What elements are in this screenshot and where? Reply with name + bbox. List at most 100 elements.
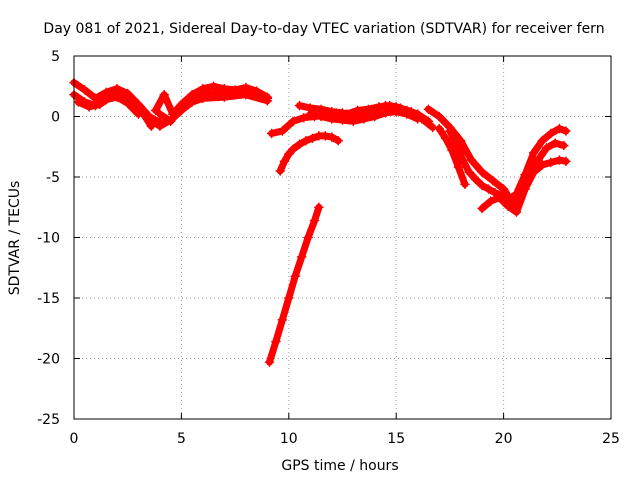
- data-point-marker: [440, 133, 451, 144]
- series-arc-9: [305, 106, 423, 127]
- data-point-marker: [546, 128, 556, 139]
- series-arc-14: [434, 123, 470, 190]
- data-point-marker: [165, 116, 176, 127]
- data-point-marker: [460, 179, 470, 190]
- y-tick-label: -25: [37, 412, 60, 428]
- data-point-marker: [262, 93, 273, 104]
- data-point-marker: [176, 102, 187, 112]
- x-tick-label: 20: [495, 431, 513, 447]
- data-point-marker: [277, 126, 288, 136]
- x-tick-label: 10: [280, 431, 298, 447]
- data-point-marker: [528, 148, 539, 158]
- y-tick-labels: 5 0 -5 -10 -15 -20 -25: [37, 49, 60, 428]
- data-point-marker: [301, 135, 311, 146]
- data-point-marker: [326, 114, 337, 124]
- data-point-marker: [303, 232, 313, 243]
- data-point-marker: [434, 123, 444, 134]
- data-point-marker: [337, 115, 348, 125]
- x-tick-label: 25: [602, 431, 620, 447]
- data-point-marker: [284, 149, 294, 159]
- data-point-marker: [402, 109, 412, 119]
- data-point-marker: [391, 106, 401, 117]
- data-point-marker: [457, 155, 468, 165]
- data-point-marker: [485, 196, 496, 206]
- data-point-marker: [561, 126, 571, 136]
- data-point-marker: [155, 121, 165, 131]
- data-point-marker: [477, 180, 487, 191]
- data-point-marker: [528, 167, 539, 177]
- data-point-marker: [488, 175, 498, 186]
- data-point-marker: [309, 215, 320, 226]
- data-point-marker: [326, 132, 337, 142]
- x-axis-label: GPS time / hours: [281, 458, 398, 474]
- data-point-marker: [466, 155, 477, 165]
- data-point-marker: [79, 85, 90, 95]
- data-point-marker: [279, 156, 290, 167]
- data-point-marker: [320, 131, 331, 141]
- data-point-marker: [198, 89, 208, 100]
- data-point-marker: [447, 145, 457, 156]
- y-tick-label: 5: [51, 49, 60, 65]
- data-point-marker: [537, 135, 548, 146]
- data-point-marker: [494, 192, 505, 203]
- data-point-marker: [208, 81, 219, 92]
- data-point-marker: [561, 156, 571, 167]
- data-point-marker: [503, 201, 513, 211]
- series-arc-6: [155, 87, 273, 127]
- data-point-marker: [558, 140, 569, 151]
- data-point-marker: [94, 99, 105, 110]
- data-point-marker: [369, 111, 380, 122]
- data-point-marker: [464, 167, 475, 177]
- data-point-marker: [451, 139, 462, 150]
- data-point-marker: [264, 357, 275, 367]
- axis-ticks: [73, 55, 612, 420]
- data-point-marker: [533, 155, 543, 165]
- series-arc-12: [423, 104, 571, 204]
- data-point-marker: [470, 174, 481, 185]
- data-point-marker: [155, 109, 165, 119]
- series-arc-15: [477, 155, 571, 217]
- x-tick-labels: 0 5 10 15 20 25: [70, 431, 620, 447]
- data-point-marker: [434, 111, 444, 122]
- y-tick-label: -5: [46, 170, 60, 186]
- series-arc-3: [73, 88, 157, 131]
- data-point-marker: [84, 102, 94, 112]
- data-point-marker: [445, 126, 455, 136]
- data-point-marker: [427, 122, 438, 133]
- series-arc-11: [264, 202, 324, 367]
- y-tick-label: -10: [37, 231, 60, 247]
- data-point-marker: [511, 207, 522, 217]
- data-point-marker: [541, 143, 552, 153]
- data-point-marker: [333, 135, 344, 146]
- data-point-marker: [266, 128, 277, 139]
- data-point-marker: [271, 336, 281, 347]
- data-point-marker: [453, 162, 464, 173]
- data-point-marker: [294, 139, 305, 150]
- data-point-marker: [146, 115, 157, 125]
- y-axis-label: SDTVAR / TECUs: [7, 181, 23, 296]
- data-point-marker: [305, 109, 316, 119]
- data-point-marker: [380, 108, 391, 118]
- data-point-marker: [137, 108, 148, 118]
- data-series: [69, 77, 571, 367]
- data-point-marker: [284, 293, 294, 303]
- data-point-marker: [546, 157, 556, 168]
- data-point-marker: [316, 111, 326, 122]
- x-tick-label: 5: [177, 431, 186, 447]
- data-point-marker: [116, 88, 127, 99]
- data-point-marker: [127, 95, 137, 106]
- data-point-marker: [477, 203, 487, 214]
- data-point-marker: [520, 184, 530, 194]
- data-point-marker: [294, 100, 305, 111]
- data-point-marker: [150, 105, 161, 116]
- data-point-marker: [275, 166, 286, 176]
- data-point-marker: [296, 252, 307, 262]
- data-point-marker: [187, 94, 197, 105]
- data-point-marker: [412, 114, 423, 124]
- data-point-marker: [490, 187, 500, 198]
- data-point-marker: [307, 133, 318, 144]
- data-point-marker: [73, 97, 84, 107]
- data-point-marker: [423, 116, 434, 127]
- data-point-marker: [554, 155, 565, 165]
